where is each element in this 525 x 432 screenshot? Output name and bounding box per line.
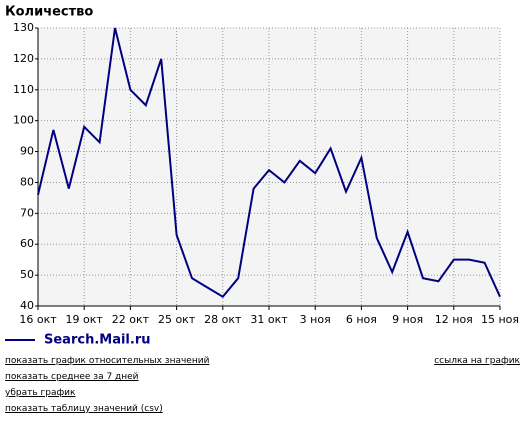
link[interactable]: убрать график xyxy=(5,388,76,398)
x-tick-label: 6 ноя xyxy=(346,313,377,326)
link-row: убрать график xyxy=(5,388,520,404)
y-tick-label: 70 xyxy=(20,206,34,219)
link[interactable]: показать среднее за 7 дней xyxy=(5,372,139,382)
y-tick-label: 50 xyxy=(20,268,34,281)
links: ссылка на график показать график относит… xyxy=(5,356,520,420)
y-tick-label: 120 xyxy=(13,52,34,65)
y-tick-label: 130 xyxy=(13,21,34,34)
x-tick-label: 25 окт xyxy=(158,313,196,326)
y-tick-label: 40 xyxy=(20,299,34,312)
x-tick-label: 3 ноя xyxy=(300,313,331,326)
y-tick-label: 60 xyxy=(20,237,34,250)
link-row: показать таблицу значений (csv) xyxy=(5,404,520,420)
y-tick-label: 90 xyxy=(20,145,34,158)
link-row: показать график относительных значений xyxy=(5,356,520,372)
y-tick-label: 80 xyxy=(20,175,34,188)
x-tick-label: 22 окт xyxy=(112,313,150,326)
x-tick-label: 9 ноя xyxy=(392,313,423,326)
link[interactable]: показать график относительных значений xyxy=(5,356,210,366)
link[interactable]: показать таблицу значений (csv) xyxy=(5,404,163,414)
y-tick-label: 110 xyxy=(13,83,34,96)
y-tick-label: 100 xyxy=(13,114,34,127)
x-tick-label: 15 ноя xyxy=(481,313,519,326)
link-row: показать среднее за 7 дней xyxy=(5,372,520,388)
legend-label: Search.Mail.ru xyxy=(44,333,151,348)
x-tick-label: 19 окт xyxy=(66,313,104,326)
chart-title: Количество xyxy=(5,5,93,20)
x-tick-label: 28 окт xyxy=(204,313,242,326)
x-tick-label: 31 окт xyxy=(250,313,288,326)
chart: Количество 40 50 60 70 80 90 100 110 120 130 16 ок… xyxy=(5,5,519,348)
x-tick-label: 16 окт xyxy=(19,313,57,326)
line xyxy=(37,27,501,299)
share-link[interactable]: ссылка на график xyxy=(434,356,520,366)
x-tick-label: 12 ноя xyxy=(435,313,473,326)
